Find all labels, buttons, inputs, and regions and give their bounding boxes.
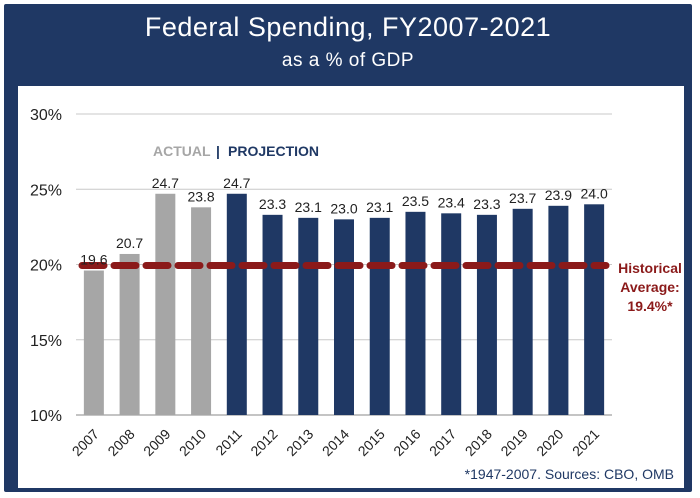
value-label-2012: 23.3 bbox=[259, 196, 286, 212]
x-tick-label-2017: 2017 bbox=[426, 426, 459, 459]
value-label-2018: 23.3 bbox=[473, 196, 500, 212]
value-label-2011: 24.7 bbox=[223, 175, 250, 191]
x-tick-label-2009: 2009 bbox=[140, 426, 173, 459]
y-tick-label: 25% bbox=[30, 182, 62, 199]
x-tick-label-2021: 2021 bbox=[569, 426, 602, 459]
bar-2014 bbox=[334, 219, 354, 415]
legend-actual: ACTUAL bbox=[153, 143, 211, 159]
value-labels: 19.6 20.7 24.7 23.8 24.7 23.3 23.1 23.0 23.1 23.5… bbox=[80, 175, 608, 268]
value-label-2014: 23.0 bbox=[330, 200, 357, 216]
historical-average-label: Average: bbox=[620, 279, 679, 295]
legend-separator: | bbox=[216, 143, 220, 159]
chart-subtitle: as a % of GDP bbox=[281, 50, 415, 71]
bar-2007 bbox=[83, 270, 104, 415]
bar-2016 bbox=[405, 211, 426, 415]
x-tick-label-2020: 2020 bbox=[533, 426, 566, 459]
y-tick-label: 10% bbox=[30, 408, 62, 425]
x-tick-label-2018: 2018 bbox=[462, 426, 495, 459]
x-tick-label-2007: 2007 bbox=[69, 426, 102, 459]
value-label-2020: 23.9 bbox=[545, 187, 572, 203]
bar-2019 bbox=[512, 208, 533, 415]
value-label-2008: 20.7 bbox=[116, 235, 143, 251]
average-line-group: Historical Average: 19.4%* bbox=[78, 260, 682, 314]
x-tick-label-2011: 2011 bbox=[212, 426, 245, 459]
footnote: *1947-2007. Sources: CBO, OMB bbox=[464, 466, 674, 482]
value-label-2007: 19.6 bbox=[80, 252, 107, 268]
value-label-2015: 23.1 bbox=[366, 199, 393, 215]
x-tick-label-2010: 2010 bbox=[176, 426, 209, 459]
bar-2010 bbox=[191, 207, 212, 415]
x-tick-label-2016: 2016 bbox=[390, 426, 423, 459]
bar-2017 bbox=[441, 213, 462, 415]
x-tick-label-2012: 2012 bbox=[247, 426, 280, 459]
x-tick-label-2008: 2008 bbox=[104, 426, 137, 459]
value-label-2016: 23.5 bbox=[402, 193, 429, 209]
bar-2018 bbox=[476, 214, 497, 415]
y-tick-label: 30% bbox=[30, 107, 62, 124]
bar-2012 bbox=[262, 214, 283, 415]
x-tick-label-2019: 2019 bbox=[497, 426, 530, 459]
bar-2011 bbox=[226, 193, 247, 415]
x-tick-label-2014: 2014 bbox=[319, 426, 352, 459]
historical-average-label: 19.4%* bbox=[627, 298, 673, 314]
bar-2009 bbox=[155, 193, 176, 415]
bar-2008 bbox=[119, 253, 140, 415]
x-axis: 2007 2008 2009 2010 2011 2012 2013 2014 2015 2016… bbox=[69, 426, 603, 459]
value-label-2009: 24.7 bbox=[152, 175, 179, 191]
bar-2021 bbox=[584, 204, 605, 415]
chart-title: Federal Spending, FY2007-2021 bbox=[144, 12, 552, 42]
y-tick-label: 20% bbox=[30, 258, 62, 275]
y-tick-label: 15% bbox=[30, 333, 62, 350]
x-tick-label-2013: 2013 bbox=[283, 426, 316, 459]
value-label-2013: 23.1 bbox=[295, 199, 322, 215]
value-label-2019: 23.7 bbox=[509, 190, 536, 206]
value-label-2021: 24.0 bbox=[581, 185, 608, 201]
bar-2013 bbox=[298, 217, 319, 415]
legend-projection: PROJECTION bbox=[228, 143, 319, 159]
value-label-2010: 23.8 bbox=[187, 188, 214, 204]
bar-2020 bbox=[548, 205, 569, 415]
bar-2015 bbox=[369, 217, 390, 415]
historical-average-label: Historical bbox=[618, 260, 682, 276]
value-label-2017: 23.4 bbox=[438, 194, 465, 210]
x-tick-label-2015: 2015 bbox=[355, 426, 388, 459]
bars bbox=[83, 193, 605, 415]
legend: ACTUAL | PROJECTION bbox=[153, 143, 319, 159]
